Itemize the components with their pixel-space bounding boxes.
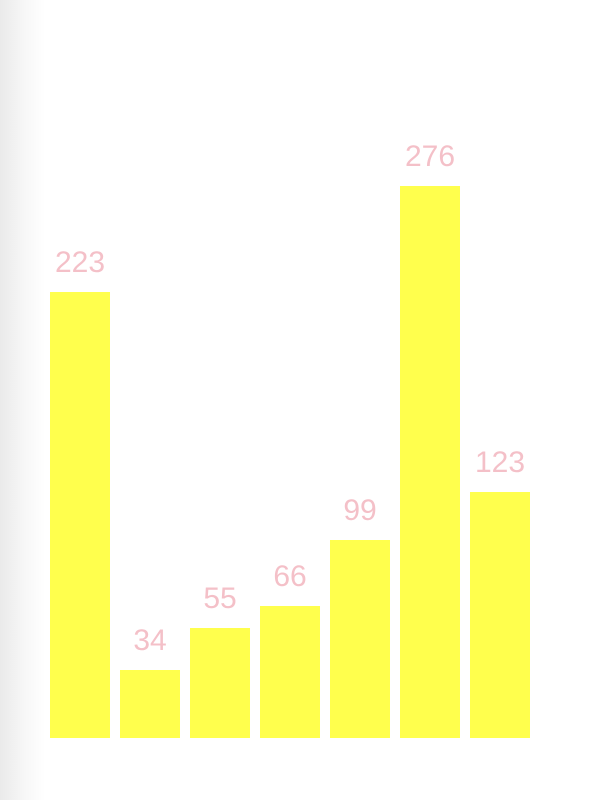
bar-value-label-4: 99: [343, 494, 376, 527]
bar-value-label-0: 223: [55, 246, 105, 279]
data-labels-group: 223 34 55 66 99 276 123: [55, 140, 525, 657]
bar-value-label-1: 34: [133, 624, 166, 657]
bar-value-label-3: 66: [273, 560, 306, 593]
bar-2: [190, 628, 250, 738]
bar-value-label-5: 276: [405, 140, 455, 173]
bar-value-label-2: 55: [203, 582, 236, 615]
bar-3: [260, 606, 320, 738]
bar-5: [400, 186, 460, 738]
bar-4: [330, 540, 390, 738]
bar-value-label-6: 123: [475, 446, 525, 479]
bars-group: [50, 186, 530, 738]
bar-1: [120, 670, 180, 738]
bar-0: [50, 292, 110, 738]
bar-6: [470, 492, 530, 738]
